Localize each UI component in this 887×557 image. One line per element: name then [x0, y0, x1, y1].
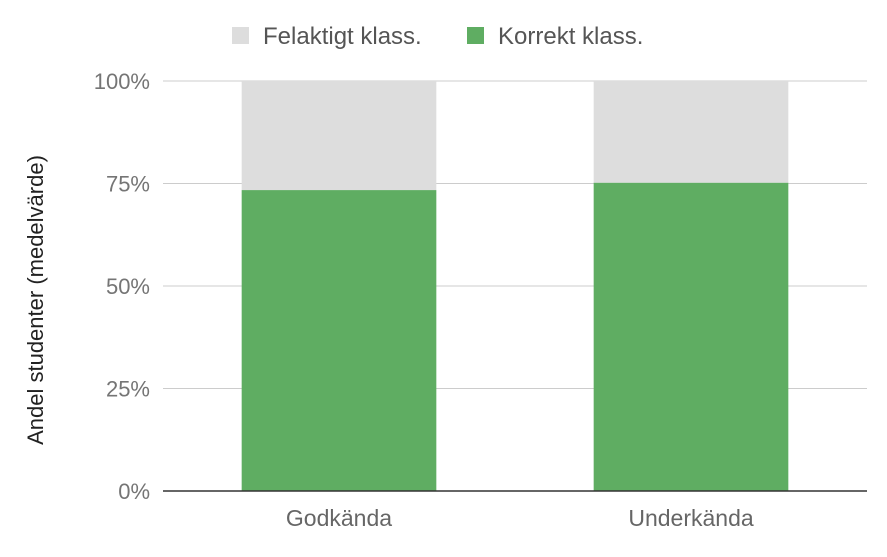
y-tick-label: 0% [118, 479, 150, 504]
y-tick-label: 25% [106, 377, 150, 402]
legend-label: Felaktigt klass. [263, 23, 422, 50]
legend: Felaktigt klass. Korrekt klass. [232, 23, 643, 50]
y-axis-ticks: 0% 25% 50% 75% 100% [94, 69, 150, 504]
bar-felaktigt-underkanda [593, 81, 789, 183]
bar-korrekt-godkanda [241, 190, 437, 491]
x-axis-ticks: Godkända Underkända [286, 505, 754, 531]
bar-felaktigt-godkanda [241, 81, 437, 191]
legend-label: Korrekt klass. [498, 23, 643, 50]
bars [241, 81, 789, 491]
y-tick-label: 50% [106, 274, 150, 299]
y-tick-label: 100% [94, 69, 150, 94]
bar-korrekt-underkanda [593, 182, 789, 491]
legend-swatch [467, 27, 484, 44]
x-tick-label: Underkända [628, 505, 754, 531]
legend-swatch [232, 27, 249, 44]
y-tick-label: 75% [106, 172, 150, 197]
y-axis-title: Andel studenter (medelvärde) [23, 155, 48, 445]
x-tick-label: Godkända [286, 505, 392, 531]
